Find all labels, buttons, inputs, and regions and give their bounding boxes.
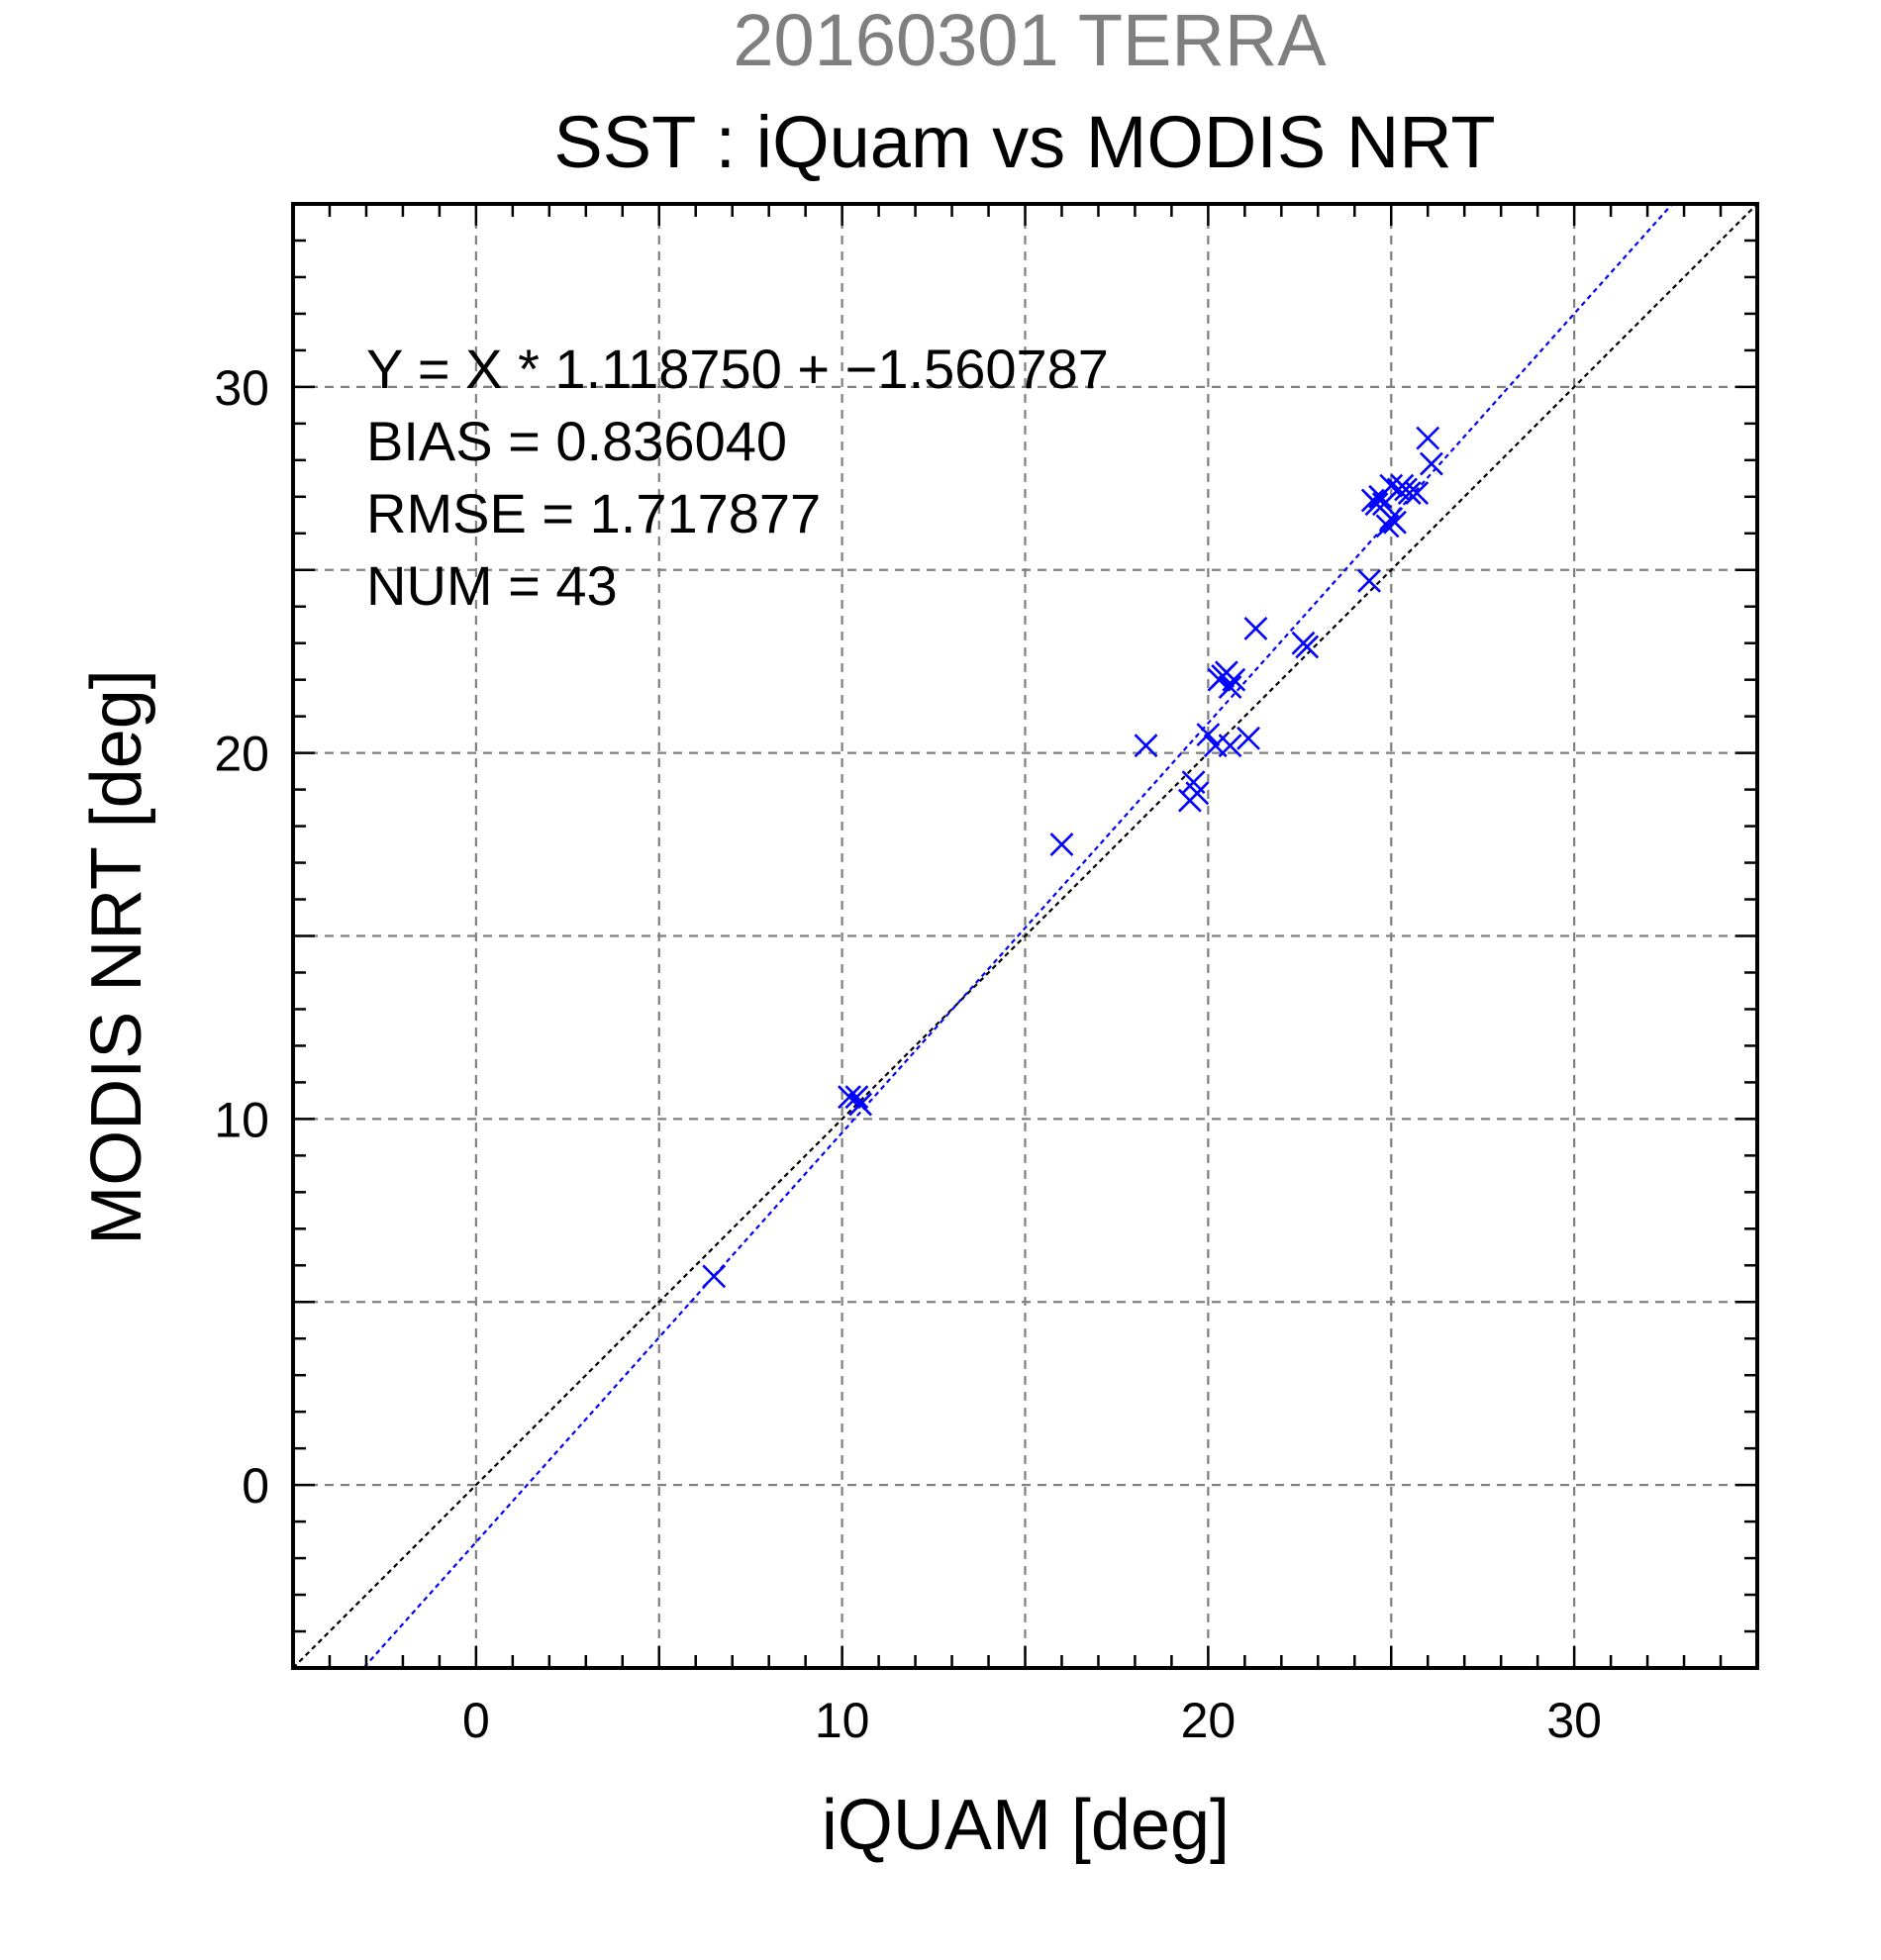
data-point (1134, 734, 1158, 758)
tick-labels: 0 10 20 30 0 10 20 30 (214, 360, 1602, 1748)
stats-line-fit: Y = X * 1.118750 + −1.560787 (366, 338, 1109, 400)
fit-line (361, 204, 1674, 1668)
chart-title: SST : iQuam vs MODIS NRT (553, 101, 1495, 183)
stats-line-bias: BIAS = 0.836040 (366, 410, 787, 472)
x-tick-label: 0 (462, 1693, 490, 1748)
data-point (838, 1085, 861, 1110)
y-tick-label: 20 (214, 727, 269, 782)
data-point (1243, 616, 1268, 640)
data-point (1295, 635, 1320, 659)
data-point (1218, 675, 1242, 699)
data-point (1185, 781, 1210, 806)
data-point (1383, 510, 1407, 535)
y-tick-label: 0 (242, 1458, 269, 1514)
x-axis-label: iQUAM [deg] (822, 1786, 1230, 1865)
data-point (1357, 568, 1381, 593)
stats-line-num: NUM = 43 (366, 554, 618, 617)
x-tick-label: 10 (815, 1693, 870, 1748)
chart-title-top: 20160301 TERRA (733, 0, 1327, 81)
axis-ticks (293, 204, 1757, 1668)
data-point (1218, 734, 1242, 758)
stats-annotation: Y = X * 1.118750 + −1.560787 BIAS = 0.83… (366, 338, 1109, 617)
data-point (1237, 726, 1260, 750)
data-point (1416, 426, 1440, 450)
data-point (848, 1092, 873, 1117)
grid-lines (293, 204, 1757, 1668)
y-tick-label: 30 (214, 360, 269, 416)
data-point (1049, 833, 1074, 856)
data-point (1405, 481, 1430, 506)
y-tick-label: 10 (214, 1092, 269, 1147)
stats-line-rmse: RMSE = 1.717877 (366, 482, 821, 544)
data-point (1379, 473, 1404, 498)
data-point (1375, 514, 1400, 539)
data-point (1397, 481, 1422, 506)
x-tick-label: 20 (1181, 1693, 1237, 1748)
x-tick-label: 30 (1546, 1693, 1602, 1748)
plot-frame (291, 202, 1759, 1670)
data-point (1196, 723, 1221, 747)
data-point (702, 1264, 727, 1289)
data-point (1420, 451, 1443, 476)
reference-lines (293, 204, 1757, 1668)
data-point (1222, 667, 1246, 692)
data-point (844, 1085, 869, 1110)
y-axis-label: MODIS NRT [deg] (77, 669, 156, 1245)
data-points (702, 426, 1443, 1289)
identity-line (293, 204, 1757, 1668)
